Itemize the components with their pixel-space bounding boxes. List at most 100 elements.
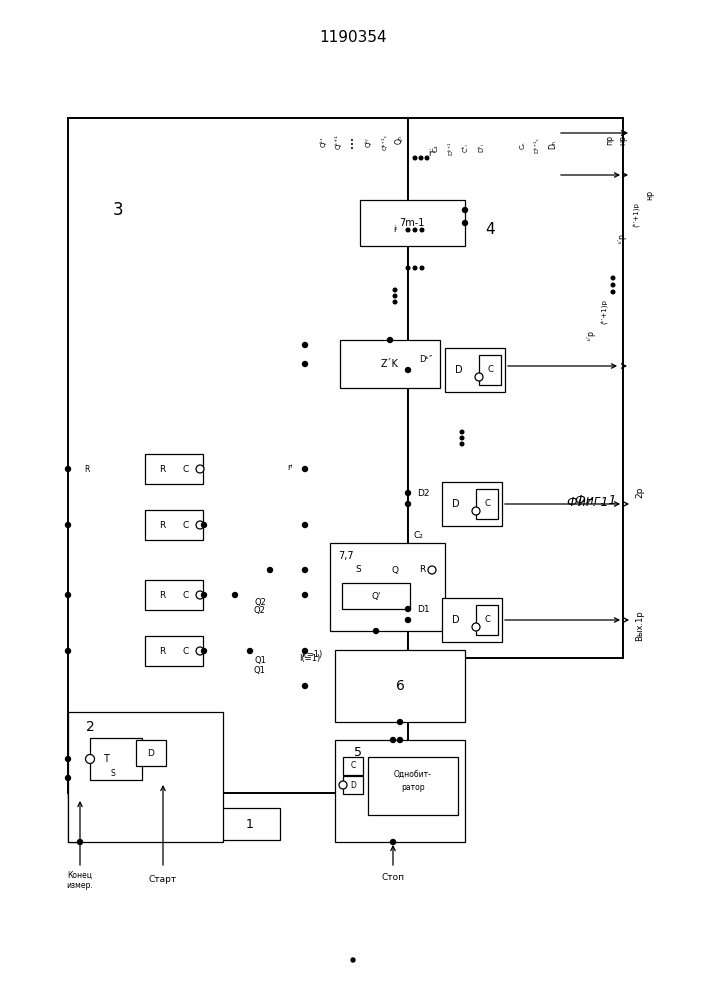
Text: Q2: Q2: [254, 597, 266, 606]
Circle shape: [406, 617, 411, 622]
Circle shape: [611, 276, 615, 280]
Circle shape: [428, 566, 436, 574]
Circle shape: [66, 648, 71, 654]
Circle shape: [393, 300, 397, 304]
Bar: [335, 740, 465, 842]
Bar: [145, 580, 203, 610]
Text: R: R: [84, 464, 89, 474]
Text: Dᵏ″: Dᵏ″: [419, 356, 432, 364]
Circle shape: [407, 266, 410, 270]
Bar: [90, 738, 142, 780]
Bar: [445, 348, 505, 392]
Circle shape: [303, 522, 308, 528]
Bar: [408, 118, 623, 658]
Text: C: C: [484, 499, 490, 508]
Bar: [68, 712, 223, 842]
Text: Стоп: Стоп: [382, 874, 404, 882]
Bar: [476, 489, 498, 519]
Circle shape: [196, 521, 204, 529]
Circle shape: [420, 228, 423, 232]
Text: C: C: [183, 647, 189, 656]
Text: C: C: [183, 520, 189, 530]
Bar: [479, 355, 501, 385]
Circle shape: [425, 156, 429, 160]
Circle shape: [419, 156, 423, 160]
Text: Qᵏʲ: Qᵏʲ: [365, 137, 371, 147]
Circle shape: [339, 781, 347, 789]
Text: D2: D2: [418, 489, 430, 498]
Circle shape: [397, 738, 402, 742]
Circle shape: [406, 490, 411, 495]
Text: C₂: C₂: [413, 532, 423, 540]
Text: Dᵏᵢ: Dᵏᵢ: [478, 143, 484, 152]
Text: Вых.1р: Вых.1р: [636, 611, 645, 641]
Bar: [330, 543, 445, 631]
Text: 3: 3: [112, 201, 123, 219]
Text: Q2: Q2: [253, 605, 265, 614]
Circle shape: [66, 466, 71, 472]
Circle shape: [406, 502, 411, 506]
Circle shape: [406, 367, 411, 372]
Text: (ᵏ′+1)р: (ᵏ′+1)р: [632, 203, 640, 227]
Text: Dᵏ⁺¹: Dᵏ⁺¹: [448, 141, 453, 155]
Circle shape: [611, 283, 615, 287]
Circle shape: [196, 647, 204, 655]
Circle shape: [66, 756, 71, 762]
Circle shape: [462, 208, 467, 213]
Bar: [342, 583, 410, 609]
Text: R: R: [159, 590, 165, 599]
Circle shape: [303, 592, 308, 597]
Circle shape: [303, 361, 308, 366]
Text: Qᵏ': Qᵏ': [320, 137, 327, 147]
Circle shape: [472, 507, 480, 515]
Text: Конец
измер.: Конец измер.: [66, 870, 93, 890]
Text: T: T: [103, 754, 109, 764]
Text: Qᵏ⁺¹: Qᵏ⁺¹: [334, 135, 341, 149]
Text: Фиг. 1: Фиг. 1: [575, 493, 617, 506]
Bar: [343, 757, 363, 775]
Bar: [145, 454, 203, 484]
Circle shape: [462, 221, 467, 226]
Text: C: C: [484, 615, 490, 624]
Bar: [145, 510, 203, 540]
Bar: [360, 200, 465, 246]
Text: Qᵏ⁺¹ₛ: Qᵏ⁺¹ₛ: [381, 134, 387, 150]
Text: Dₙ: Dₙ: [549, 141, 558, 149]
Text: 1: 1: [246, 818, 254, 830]
Text: 2: 2: [86, 720, 94, 734]
Text: D: D: [452, 615, 460, 625]
Bar: [442, 482, 502, 526]
Circle shape: [267, 568, 272, 572]
Circle shape: [413, 156, 417, 160]
Bar: [476, 605, 498, 635]
Text: iᵐ: iᵐ: [428, 148, 436, 157]
Circle shape: [393, 288, 397, 292]
Circle shape: [611, 290, 615, 294]
Text: C: C: [351, 762, 356, 770]
Text: ᵏ′р: ᵏ′р: [587, 330, 595, 340]
Text: Q1: Q1: [253, 666, 265, 674]
Text: •••: •••: [350, 136, 356, 148]
Circle shape: [420, 266, 423, 270]
Text: Dᵏ⁺¹ₛ: Dᵏ⁺¹ₛ: [534, 137, 539, 153]
Circle shape: [413, 266, 417, 270]
Circle shape: [387, 338, 392, 342]
Circle shape: [460, 436, 464, 440]
Text: R: R: [419, 566, 425, 574]
Text: I(=1): I(=1): [301, 650, 322, 660]
Circle shape: [303, 342, 308, 348]
Text: D: D: [455, 365, 463, 375]
Bar: [335, 650, 465, 722]
Bar: [368, 757, 458, 815]
Text: S: S: [110, 768, 115, 778]
Text: C: C: [183, 464, 189, 474]
Text: D: D: [452, 499, 460, 509]
Text: C: C: [183, 590, 189, 599]
Bar: [145, 636, 203, 666]
Circle shape: [413, 228, 417, 232]
Text: Фиг. 1: Фиг. 1: [567, 495, 609, 508]
Text: I(=1): I(=1): [299, 654, 321, 662]
Text: C₃: C₃: [433, 144, 439, 152]
Circle shape: [78, 840, 83, 844]
Bar: [340, 340, 440, 388]
